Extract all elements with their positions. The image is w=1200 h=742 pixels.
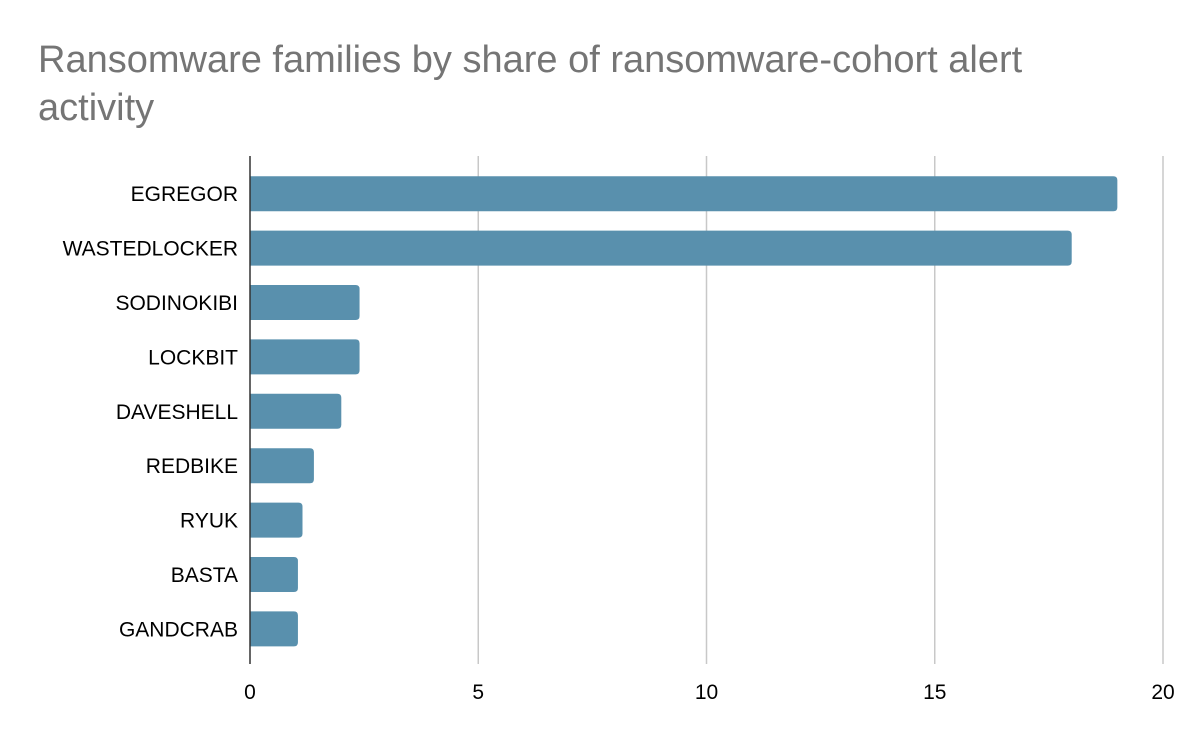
bar-ryuk [250, 502, 303, 538]
x-tick-label: 10 [695, 681, 718, 704]
x-tick-label: 20 [1151, 681, 1174, 704]
category-label-daveshell: DAVESHELL [116, 401, 238, 424]
category-label-basta: BASTA [171, 564, 238, 587]
chart-title: Ransomware families by share of ransomwa… [38, 39, 1023, 129]
bar-lockbit [250, 339, 360, 375]
bar-sodinokibi [250, 285, 360, 320]
category-label-redbike: REDBIKE [146, 455, 238, 478]
bar-wastedlocker [250, 230, 1072, 266]
category-label-gandcrab: GANDCRAB [119, 618, 238, 641]
category-label-sodinokibi: SODINOKIBI [115, 292, 238, 315]
x-tick-labels: 0 5 10 15 20 [244, 681, 1175, 704]
bar-redbike [250, 448, 314, 484]
bar-basta [250, 557, 298, 592]
category-labels: EGREGOR WASTEDLOCKER SODINOKIBI LOCKBIT DAVE… [63, 183, 239, 641]
x-tick-label: 15 [923, 681, 946, 704]
bar-egregor [250, 176, 1118, 212]
bar-daveshell [250, 393, 342, 429]
category-label-egregor: EGREGOR [131, 183, 238, 206]
category-label-ryuk: RYUK [180, 510, 238, 533]
category-label-wastedlocker: WASTEDLOCKER [63, 238, 238, 261]
bars [250, 176, 1118, 647]
x-tick-label: 5 [472, 681, 484, 704]
category-label-lockbit: LOCKBIT [148, 346, 238, 369]
bar-gandcrab [250, 611, 298, 647]
x-tick-label: 0 [244, 681, 256, 704]
